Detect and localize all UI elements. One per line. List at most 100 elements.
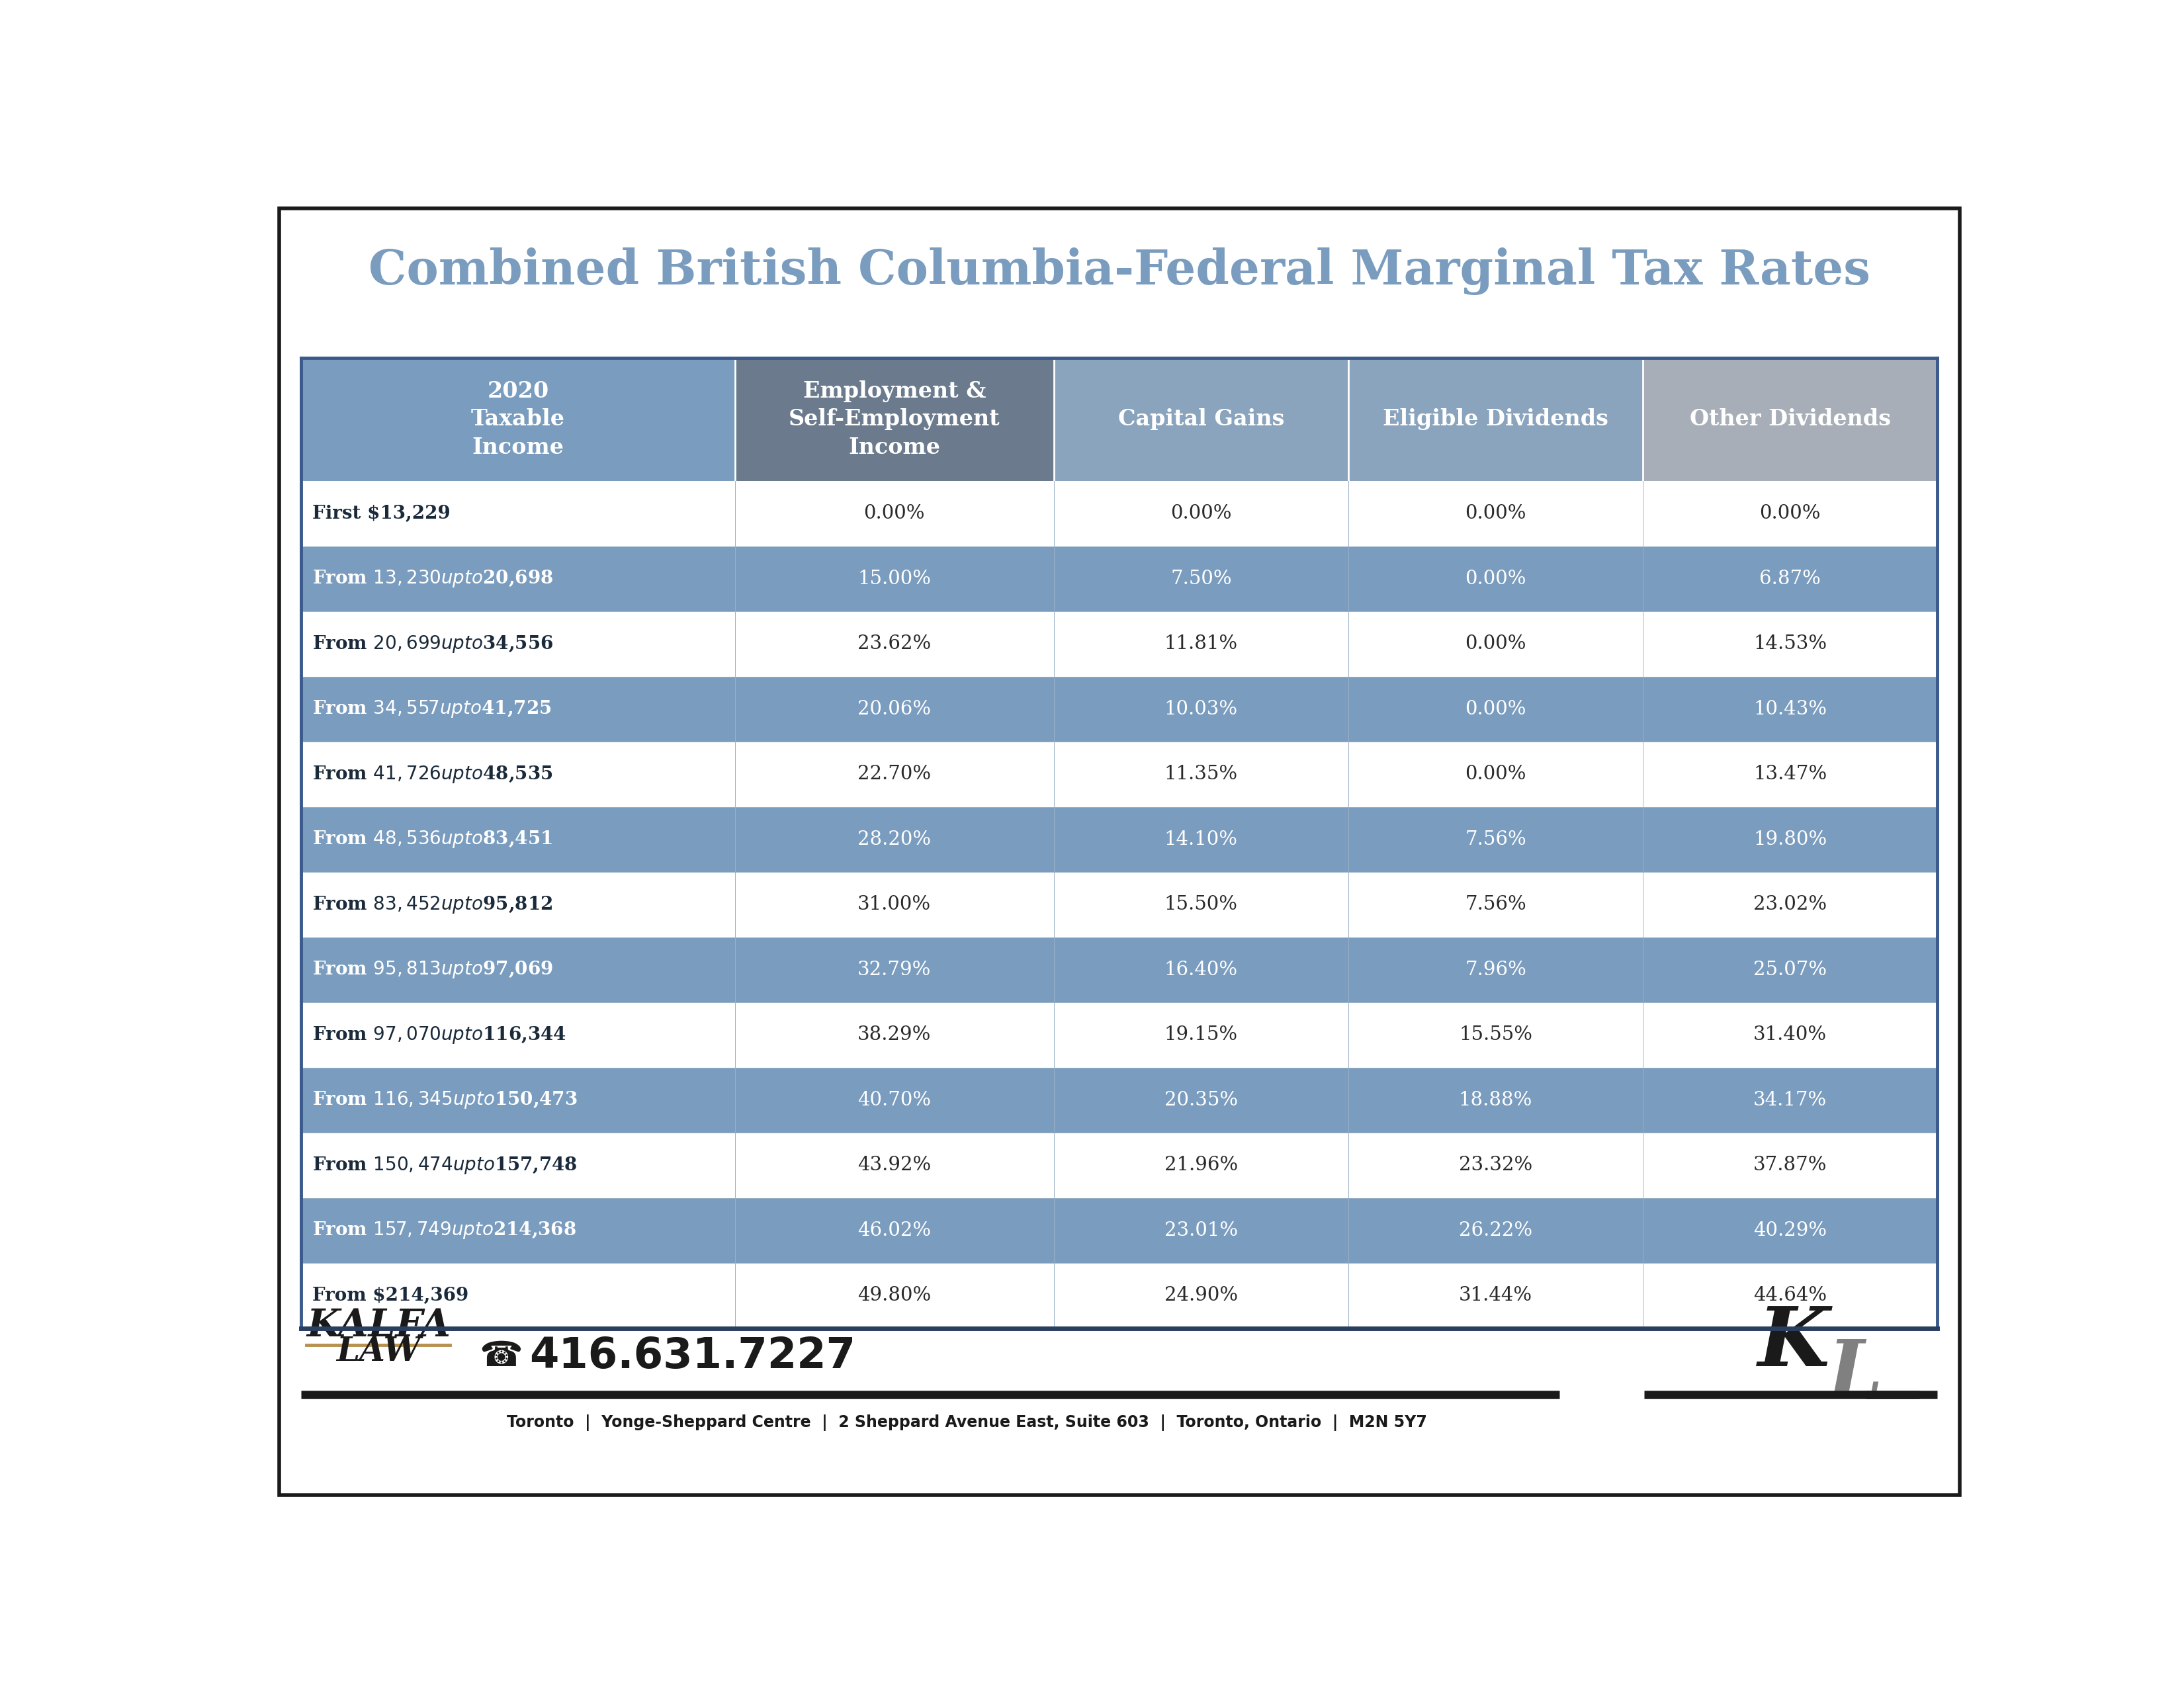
Bar	[1642, 1198, 1937, 1264]
Bar	[1055, 1132, 1348, 1198]
Text: 28.20%: 28.20%	[858, 830, 930, 849]
Bar	[734, 1198, 1055, 1264]
Text: 16.40%: 16.40%	[1164, 960, 1238, 978]
Text: ☎: ☎	[480, 1339, 522, 1373]
Bar	[1348, 938, 1642, 1002]
Text: 14.10%: 14.10%	[1164, 830, 1238, 849]
Text: 13.47%: 13.47%	[1754, 764, 1828, 783]
Text: 31.00%: 31.00%	[858, 896, 930, 914]
Bar	[734, 872, 1055, 938]
Text: 23.32%: 23.32%	[1459, 1156, 1533, 1174]
Text: First $13,229: First $13,229	[312, 504, 450, 523]
Text: 26.22%: 26.22%	[1459, 1221, 1533, 1240]
Text: 0.00%: 0.00%	[863, 504, 924, 523]
Bar	[1348, 742, 1642, 806]
Bar	[1348, 547, 1642, 611]
Text: 32.79%: 32.79%	[858, 960, 930, 978]
Bar	[734, 611, 1055, 676]
Text: 14.53%: 14.53%	[1754, 634, 1826, 653]
Text: KALFA: KALFA	[306, 1307, 450, 1345]
Bar	[1055, 1068, 1348, 1132]
Text: From $214,369: From $214,369	[312, 1287, 470, 1304]
Bar	[1348, 358, 1642, 481]
Bar	[301, 742, 734, 806]
Bar	[734, 1002, 1055, 1068]
Text: 0.00%: 0.00%	[1171, 504, 1232, 523]
Bar	[1055, 938, 1348, 1002]
Bar	[301, 611, 734, 676]
Text: 37.87%: 37.87%	[1754, 1156, 1828, 1174]
Bar	[1642, 1132, 1937, 1198]
Bar	[734, 1068, 1055, 1132]
Text: 10.43%: 10.43%	[1754, 700, 1826, 719]
Text: Toronto  |  Yonge-Sheppard Centre  |  2 Sheppard Avenue East, Suite 603  |  Toro: Toronto | Yonge-Sheppard Centre | 2 Shep…	[507, 1414, 1426, 1431]
Text: From $150,474 up to $157,748: From $150,474 up to $157,748	[312, 1156, 577, 1176]
Bar	[301, 1002, 734, 1068]
Text: From $20,699 up to $34,556: From $20,699 up to $34,556	[312, 634, 553, 655]
Text: 23.02%: 23.02%	[1754, 896, 1826, 914]
Text: 38.29%: 38.29%	[858, 1026, 930, 1044]
Text: 2020
Taxable
Income: 2020 Taxable Income	[472, 381, 566, 459]
Text: LAW: LAW	[336, 1336, 422, 1368]
Bar	[1348, 611, 1642, 676]
Text: From $95,813 up to $97,069: From $95,813 up to $97,069	[312, 960, 553, 980]
Bar	[1348, 806, 1642, 872]
Bar	[301, 1132, 734, 1198]
Bar	[301, 1198, 734, 1264]
Text: 19.15%: 19.15%	[1164, 1026, 1238, 1044]
Bar	[301, 1264, 734, 1328]
Text: 0.00%: 0.00%	[1465, 634, 1527, 653]
Bar	[1642, 1068, 1937, 1132]
Text: 11.81%: 11.81%	[1164, 634, 1238, 653]
Text: 6.87%: 6.87%	[1760, 570, 1821, 589]
Text: 34.17%: 34.17%	[1754, 1091, 1828, 1110]
Text: 19.80%: 19.80%	[1754, 830, 1828, 849]
Text: 15.50%: 15.50%	[1164, 896, 1238, 914]
Text: From $13,230 up to $20,698: From $13,230 up to $20,698	[312, 569, 553, 589]
Bar	[1642, 742, 1937, 806]
Bar	[1055, 358, 1348, 481]
Bar	[734, 742, 1055, 806]
Bar	[734, 481, 1055, 547]
Text: Employment &
Self-Employment
Income: Employment & Self-Employment Income	[788, 381, 1000, 459]
Text: 7.96%: 7.96%	[1465, 960, 1527, 978]
Text: 31.40%: 31.40%	[1754, 1026, 1826, 1044]
Text: 49.80%: 49.80%	[858, 1287, 930, 1306]
Bar	[301, 938, 734, 1002]
Text: From $48,536 up to $83,451: From $48,536 up to $83,451	[312, 830, 553, 850]
Bar	[1055, 742, 1348, 806]
Text: 11.35%: 11.35%	[1164, 764, 1238, 783]
Text: 25.07%: 25.07%	[1754, 960, 1826, 978]
Text: From $83,452 up to $95,812: From $83,452 up to $95,812	[312, 894, 553, 914]
Bar	[1642, 1002, 1937, 1068]
Text: 15.55%: 15.55%	[1459, 1026, 1533, 1044]
Bar	[301, 676, 734, 742]
Bar	[1348, 1132, 1642, 1198]
Text: 22.70%: 22.70%	[858, 764, 930, 783]
Bar	[734, 1132, 1055, 1198]
Text: 15.00%: 15.00%	[858, 570, 930, 589]
Bar	[1642, 676, 1937, 742]
Text: From $41,726 up to $48,535: From $41,726 up to $48,535	[312, 764, 553, 784]
Bar	[1642, 547, 1937, 611]
Text: 23.01%: 23.01%	[1164, 1221, 1238, 1240]
Text: 46.02%: 46.02%	[858, 1221, 930, 1240]
Text: From $157, 749 up to $214,368: From $157, 749 up to $214,368	[312, 1220, 577, 1240]
Bar	[301, 358, 734, 481]
Bar	[1348, 1198, 1642, 1264]
Text: L: L	[1828, 1336, 1883, 1412]
Bar	[1055, 806, 1348, 872]
Text: 18.88%: 18.88%	[1459, 1091, 1533, 1110]
Text: 10.03%: 10.03%	[1164, 700, 1238, 719]
Text: 20.35%: 20.35%	[1164, 1091, 1238, 1110]
Bar	[1642, 1264, 1937, 1328]
Text: 0.00%: 0.00%	[1465, 504, 1527, 523]
Text: K: K	[1758, 1304, 1830, 1383]
Text: From $97,070 up to $116,344: From $97,070 up to $116,344	[312, 1024, 566, 1046]
Bar	[1642, 358, 1937, 481]
Text: 24.90%: 24.90%	[1164, 1287, 1238, 1306]
Bar	[301, 481, 734, 547]
Bar	[1055, 1198, 1348, 1264]
Text: 0.00%: 0.00%	[1465, 764, 1527, 783]
Text: 7.56%: 7.56%	[1465, 830, 1527, 849]
